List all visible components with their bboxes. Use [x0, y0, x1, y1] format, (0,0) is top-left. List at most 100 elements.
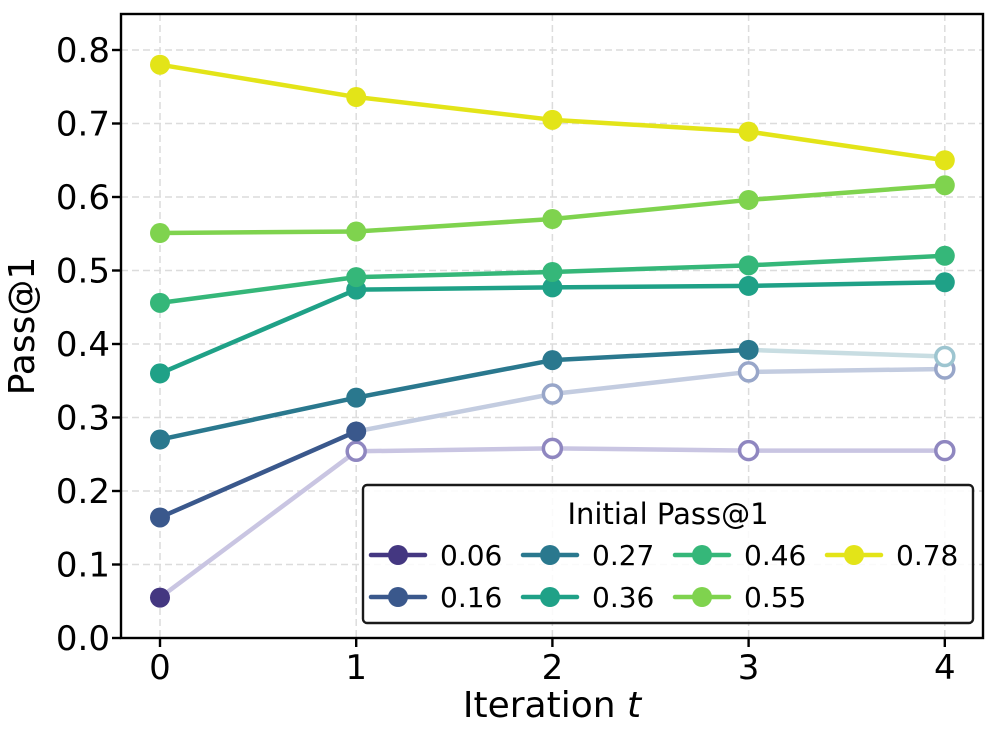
legend-label: 0.36 — [592, 581, 654, 614]
legend-swatch-marker — [388, 587, 408, 607]
data-point-filled — [346, 421, 367, 442]
line-segment — [550, 283, 751, 290]
data-point-filled — [346, 221, 367, 242]
legend-swatch-marker — [844, 545, 864, 565]
legend-swatch-marker — [692, 545, 712, 565]
line-segment — [746, 253, 948, 268]
line-segment — [746, 129, 948, 163]
legend-label: 0.27 — [592, 539, 654, 572]
line-segment — [746, 347, 948, 359]
data-point-filled — [150, 292, 170, 313]
y-tick-label: 0.3 — [56, 399, 110, 439]
data-point-filled — [346, 267, 367, 288]
line-segment — [353, 285, 555, 292]
x-tick-label: 4 — [934, 648, 956, 688]
line-segment — [157, 287, 359, 376]
line-segment — [746, 280, 948, 289]
line-segment — [157, 429, 359, 520]
line-segment — [353, 391, 555, 434]
line-segment — [353, 446, 555, 454]
data-point-filled — [542, 261, 563, 282]
series-0.46 — [150, 245, 955, 313]
data-point-filled — [542, 277, 563, 298]
data-point-filled — [542, 209, 563, 230]
legend-title: Initial Pass@1 — [567, 497, 768, 531]
data-point-filled — [542, 109, 563, 130]
line-segment — [353, 269, 555, 280]
x-axis-label: Iteration t — [463, 685, 643, 726]
line-segment — [157, 274, 359, 306]
y-tick-label: 0.0 — [56, 619, 110, 659]
data-point-hollow — [934, 345, 956, 368]
data-point-hollow — [934, 439, 956, 462]
data-point-filled — [150, 587, 170, 608]
x-axis-label-text: Iteration — [463, 685, 627, 726]
line-segment — [746, 366, 948, 375]
legend-label: 0.16 — [440, 581, 502, 614]
data-point-hollow — [345, 440, 367, 463]
line-segment — [157, 229, 359, 236]
line-segment — [550, 446, 751, 453]
data-point-filled — [150, 507, 170, 528]
line-segment — [157, 62, 359, 100]
data-point-filled — [738, 189, 759, 210]
x-axis-label-variable: t — [627, 685, 643, 726]
data-point-filled — [934, 245, 955, 266]
data-point-filled — [934, 150, 955, 171]
legend-box — [361, 483, 975, 625]
series-0.36 — [150, 272, 955, 384]
legend-label: 0.55 — [744, 581, 806, 614]
data-point-filled — [150, 429, 170, 450]
legend-swatch-marker — [692, 587, 712, 607]
legend: Initial Pass@1 0.06 0.16 0.27 0.36 0.46 0.55 0.… — [361, 483, 975, 625]
y-axis-label: Pass@1 — [2, 257, 43, 396]
data-point-filled — [934, 175, 955, 196]
data-point-filled — [150, 363, 170, 384]
data-point-filled — [738, 255, 759, 276]
legend-swatch-marker — [540, 545, 560, 565]
data-point-filled — [150, 223, 170, 244]
x-tick-label: 1 — [345, 648, 367, 688]
legend-label: 0.78 — [896, 539, 958, 572]
data-point-filled — [934, 272, 955, 293]
line-segment — [157, 449, 359, 600]
legend-label: 0.06 — [440, 539, 502, 572]
line-segment — [353, 357, 555, 400]
series-0.55 — [150, 175, 955, 244]
axes: 0.0 0.1 0.2 0.3 0.4 0.5 0.6 0.7 0.8 0 1 2 3 4 — [56, 12, 985, 688]
line-segment — [353, 216, 555, 234]
line-segment — [746, 182, 948, 203]
data-point-hollow — [737, 439, 760, 462]
legend-swatch-marker — [540, 587, 560, 607]
x-tick-label: 0 — [149, 648, 171, 688]
line-segment — [550, 369, 751, 397]
y-tick-label: 0.4 — [56, 325, 110, 365]
y-tick-label: 0.5 — [56, 252, 110, 292]
y-tick-label: 0.2 — [56, 472, 110, 512]
line-segment — [157, 395, 359, 442]
data-point-hollow — [737, 361, 760, 383]
data-point-hollow — [541, 437, 564, 460]
data-point-filled — [738, 275, 759, 296]
data-point-hollow — [541, 383, 564, 405]
data-point-filled — [346, 387, 367, 408]
y-tick-label: 0.1 — [56, 546, 110, 586]
legend-swatch-marker — [388, 545, 408, 565]
y-tick-label: 0.8 — [56, 31, 110, 71]
line-segment — [550, 347, 751, 363]
data-point-filled — [542, 350, 563, 371]
x-tick-label: 2 — [542, 648, 564, 688]
y-tick-label: 0.7 — [56, 105, 110, 145]
line-segment — [550, 263, 751, 275]
series-0.78 — [150, 54, 955, 171]
data-point-filled — [738, 121, 759, 142]
y-tick-label: 0.6 — [56, 178, 110, 218]
line-segment — [353, 94, 555, 123]
legend-label: 0.46 — [744, 539, 806, 572]
data-point-filled — [346, 87, 367, 108]
line-segment — [550, 197, 751, 222]
data-point-filled — [738, 339, 759, 360]
series-0.27 — [150, 339, 956, 450]
